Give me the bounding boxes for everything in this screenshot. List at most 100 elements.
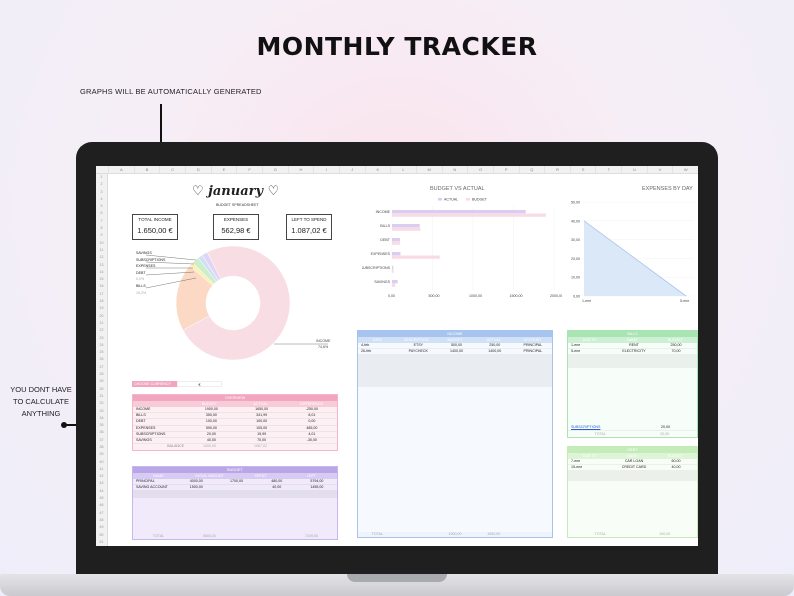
row-header[interactable]: 4 xyxy=(100,196,103,201)
budget-cell[interactable]: 5794,00 xyxy=(310,479,324,483)
subscriptions-link[interactable]: SUBSCRIPTIONS xyxy=(571,424,601,429)
overview-cell[interactable]: 100,00 xyxy=(205,419,217,424)
row-header[interactable]: 11 xyxy=(99,247,104,252)
column-header[interactable]: Q xyxy=(518,166,545,173)
row-header[interactable]: 14 xyxy=(99,269,104,274)
row-header[interactable]: 48 xyxy=(99,517,104,522)
budget-cell[interactable]: 480,00 xyxy=(271,479,283,483)
bills-cell[interactable]: 5-ene xyxy=(571,349,581,354)
row-header[interactable]: 39 xyxy=(99,452,104,457)
overview-cell[interactable]: 1900,00 xyxy=(204,407,218,411)
column-header[interactable]: G xyxy=(261,166,288,173)
income-cell[interactable]: PRINCIPAL xyxy=(523,349,543,354)
debt-cell[interactable]: 15-ene xyxy=(571,465,583,470)
row-header[interactable]: 16 xyxy=(99,284,104,289)
overview-cell[interactable]: BILLS xyxy=(136,413,146,418)
row-header[interactable]: 44 xyxy=(99,488,104,493)
bills-cell[interactable]: 70,00 xyxy=(671,349,681,354)
column-header[interactable]: D xyxy=(184,166,211,173)
row-header[interactable]: 37 xyxy=(99,437,104,442)
column-header[interactable]: K xyxy=(364,166,391,173)
column-header[interactable]: B xyxy=(133,166,160,173)
budget-cell[interactable]: PRINCIPAL xyxy=(136,479,155,483)
row-header[interactable]: 51 xyxy=(99,539,104,544)
overview-cell[interactable]: 70,00 xyxy=(257,438,267,443)
bills-cell[interactable]: 250,00 xyxy=(670,343,682,347)
income-cell[interactable]: 26-feb xyxy=(361,349,372,354)
row-header[interactable]: 17 xyxy=(99,291,104,296)
row-header[interactable]: 41 xyxy=(99,466,104,471)
column-header[interactable]: P xyxy=(492,166,519,173)
column-header[interactable]: O xyxy=(467,166,493,173)
overview-cell[interactable]: 40,00 xyxy=(206,438,216,443)
row-header[interactable]: 6 xyxy=(100,211,103,216)
row-header[interactable]: 47 xyxy=(99,510,104,515)
row-header[interactable]: 35 xyxy=(99,423,104,428)
column-header[interactable]: S xyxy=(569,166,596,173)
row-header[interactable]: 27 xyxy=(99,364,104,369)
column-header[interactable]: U xyxy=(621,166,647,173)
overview-cell[interactable]: -30,00 xyxy=(306,438,317,443)
debt-cell[interactable]: 40,00 xyxy=(671,465,681,470)
budget-cell[interactable]: 40,00 xyxy=(272,485,282,490)
row-header[interactable]: 42 xyxy=(99,474,104,479)
overview-cell[interactable]: 100,00 xyxy=(256,419,268,424)
income-cell[interactable]: ETSY xyxy=(413,343,423,347)
income-cell[interactable]: 1400,00 xyxy=(450,349,463,354)
row-header[interactable]: 2 xyxy=(100,182,103,187)
row-header[interactable]: 40 xyxy=(99,459,104,464)
bills-cell[interactable]: RENT xyxy=(629,343,639,347)
row-header[interactable]: 45 xyxy=(99,496,104,501)
row-header[interactable]: 21 xyxy=(99,320,104,325)
row-header[interactable]: 3 xyxy=(100,189,103,194)
overview-cell[interactable]: 0,00 xyxy=(308,419,316,424)
row-header[interactable]: 15 xyxy=(99,277,104,282)
row-header[interactable]: 32 xyxy=(99,401,104,406)
budget-cell[interactable]: 1455,00 xyxy=(310,485,324,490)
overview-cell[interactable]: 4,01 xyxy=(308,431,316,436)
row-header[interactable]: 26 xyxy=(99,357,104,362)
row-header[interactable]: 29 xyxy=(99,379,104,384)
row-header[interactable]: 49 xyxy=(99,525,104,530)
row-header[interactable]: 10 xyxy=(99,240,104,245)
overview-cell[interactable]: SUBSCRIPTIONS xyxy=(136,431,166,436)
overview-cell[interactable]: INCOME xyxy=(136,407,151,411)
row-header[interactable]: 5 xyxy=(100,204,103,209)
row-header[interactable]: 22 xyxy=(99,328,104,333)
budget-cell[interactable] xyxy=(216,485,256,490)
row-header[interactable]: 34 xyxy=(99,415,104,420)
debt-cell[interactable]: 7-ene xyxy=(571,459,581,463)
overview-cell[interactable]: 105,00 xyxy=(256,425,268,430)
row-header[interactable]: 19 xyxy=(99,306,104,311)
column-header[interactable]: M xyxy=(415,166,442,173)
overview-cell[interactable]: 20,00 xyxy=(206,431,216,436)
overview-cell[interactable]: EXPENSES xyxy=(136,425,156,430)
row-header[interactable]: 46 xyxy=(99,503,104,508)
row-header[interactable]: 9 xyxy=(100,233,103,238)
bills-cell[interactable]: 1-ene xyxy=(571,343,581,347)
row-header[interactable]: 36 xyxy=(99,430,104,435)
overview-cell[interactable]: DEBT xyxy=(136,419,146,424)
column-header[interactable]: H xyxy=(287,166,314,173)
row-header[interactable]: 25 xyxy=(99,350,104,355)
row-header[interactable]: 38 xyxy=(99,444,104,449)
row-header[interactable]: 13 xyxy=(99,262,104,267)
overview-cell[interactable]: -250,00 xyxy=(305,407,318,411)
column-header[interactable]: F xyxy=(236,166,262,173)
row-header[interactable]: 24 xyxy=(99,342,104,347)
row-header[interactable]: 50 xyxy=(99,532,104,537)
income-cell[interactable]: PRINCIPAL xyxy=(523,343,543,347)
row-header[interactable]: 12 xyxy=(99,255,104,260)
row-header[interactable]: 30 xyxy=(99,386,104,391)
column-header[interactable]: J xyxy=(338,166,365,173)
column-header[interactable]: I xyxy=(313,166,339,173)
overview-cell[interactable]: 590,00 xyxy=(205,425,217,430)
column-header[interactable]: E xyxy=(210,166,237,173)
income-cell[interactable]: 500,00 xyxy=(451,343,462,347)
budget-cell[interactable]: SAVING ACCOUNT xyxy=(136,485,168,490)
overview-cell[interactable]: 8,01 xyxy=(308,413,316,418)
overview-cell[interactable]: 15,99 xyxy=(257,431,267,436)
debt-cell[interactable]: 60,00 xyxy=(671,459,681,463)
currency-value[interactable]: € xyxy=(177,381,222,387)
budget-cell[interactable]: 1700,00 xyxy=(230,479,243,483)
